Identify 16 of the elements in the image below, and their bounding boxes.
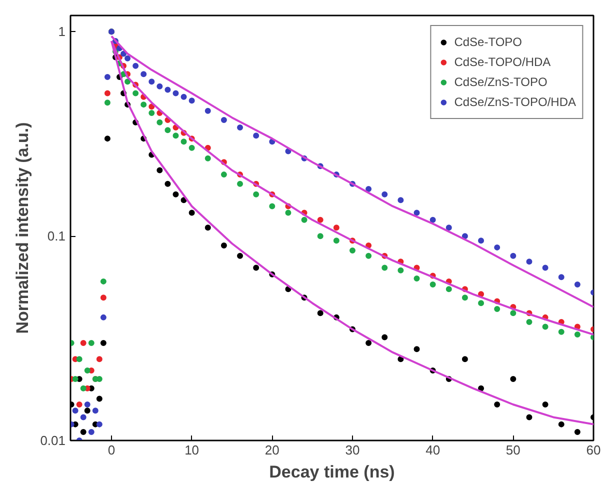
x-tick-label: 20: [264, 442, 280, 458]
x-tick-label: 0: [108, 442, 116, 458]
x-tick-label: 40: [426, 442, 440, 458]
y-axis-title: Normalized intensity (a.u.): [13, 122, 32, 334]
x-axis-title: Decay time (ns): [269, 462, 395, 482]
y-tick-label: 0.01: [40, 433, 66, 448]
x-tick-label: 50: [506, 442, 520, 458]
legend-label: CdSe-TOPO/HDA: [454, 55, 551, 69]
x-tick-label: 10: [184, 442, 200, 458]
y-tick-label: 0.1: [47, 228, 66, 244]
legend-label: CdSe/ZnS-TOPO: [454, 75, 548, 89]
legend-label: CdSe-TOPO: [454, 35, 522, 49]
legend-label: CdSe/ZnS-TOPO/HDA: [454, 95, 576, 109]
x-tick-label: 30: [345, 442, 360, 458]
x-tick-label: 60: [586, 442, 601, 458]
y-tick-label: 1: [58, 24, 66, 40]
